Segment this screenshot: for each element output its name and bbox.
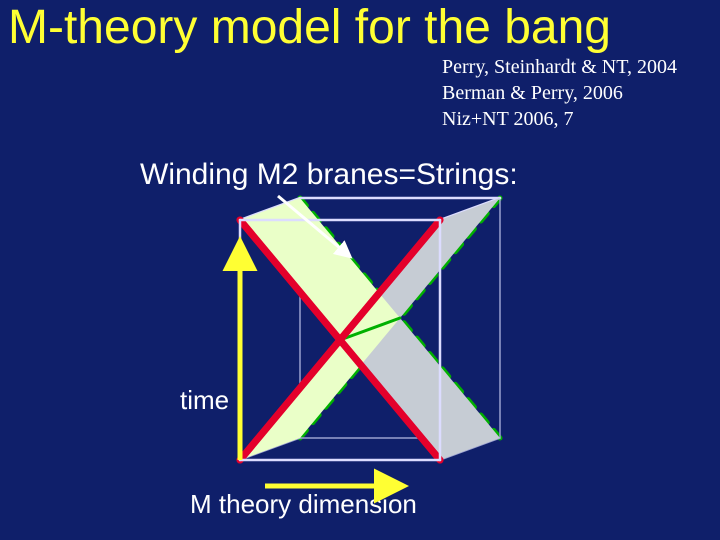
brane-diagram (0, 0, 720, 540)
stage: M-theory model for the bang Perry, Stein… (0, 0, 720, 540)
